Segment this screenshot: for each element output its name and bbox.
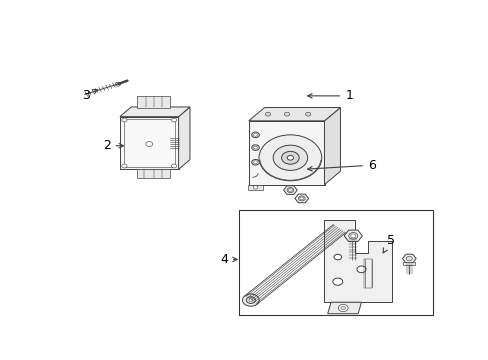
Circle shape: [286, 156, 293, 160]
Bar: [137, 169, 169, 178]
Circle shape: [253, 146, 257, 149]
Polygon shape: [120, 107, 189, 117]
Bar: [239, 210, 432, 315]
Bar: [120, 117, 178, 169]
Circle shape: [253, 186, 257, 189]
Circle shape: [406, 256, 411, 261]
Circle shape: [340, 306, 345, 310]
Circle shape: [253, 134, 257, 136]
Polygon shape: [327, 302, 361, 314]
Polygon shape: [324, 220, 391, 302]
Circle shape: [332, 278, 342, 285]
Text: 4: 4: [220, 253, 237, 266]
Circle shape: [350, 234, 355, 238]
Circle shape: [251, 132, 259, 138]
Circle shape: [298, 196, 305, 201]
Circle shape: [286, 188, 293, 193]
Circle shape: [284, 112, 289, 116]
Text: 3: 3: [81, 89, 97, 102]
Circle shape: [253, 161, 257, 164]
Bar: [247, 185, 263, 190]
Bar: [137, 96, 169, 108]
Circle shape: [265, 112, 270, 116]
Text: 5: 5: [383, 234, 394, 253]
Circle shape: [171, 118, 176, 122]
Polygon shape: [324, 108, 340, 185]
Polygon shape: [248, 108, 340, 121]
Circle shape: [356, 266, 366, 273]
Circle shape: [348, 233, 357, 239]
Text: 1: 1: [307, 89, 352, 102]
Text: 6: 6: [307, 159, 375, 172]
Circle shape: [251, 159, 259, 165]
Circle shape: [288, 189, 292, 192]
Circle shape: [115, 82, 121, 86]
Circle shape: [242, 294, 259, 306]
Circle shape: [305, 112, 310, 116]
Text: 2: 2: [102, 139, 123, 152]
Circle shape: [299, 197, 303, 200]
Circle shape: [248, 299, 252, 301]
Circle shape: [328, 226, 343, 237]
Polygon shape: [294, 194, 308, 203]
Bar: [248, 121, 324, 185]
Circle shape: [122, 118, 127, 122]
Circle shape: [273, 145, 307, 170]
Circle shape: [259, 135, 321, 181]
Circle shape: [171, 164, 176, 168]
Circle shape: [246, 297, 255, 303]
Bar: [403, 262, 414, 265]
Circle shape: [122, 164, 127, 168]
Polygon shape: [178, 107, 189, 169]
Circle shape: [281, 151, 299, 164]
Bar: [363, 260, 371, 288]
Circle shape: [333, 254, 341, 260]
Bar: [123, 120, 175, 167]
Circle shape: [331, 229, 339, 234]
Circle shape: [338, 304, 347, 311]
Polygon shape: [283, 186, 297, 194]
Polygon shape: [344, 230, 362, 242]
Circle shape: [251, 145, 259, 150]
Polygon shape: [402, 254, 415, 263]
